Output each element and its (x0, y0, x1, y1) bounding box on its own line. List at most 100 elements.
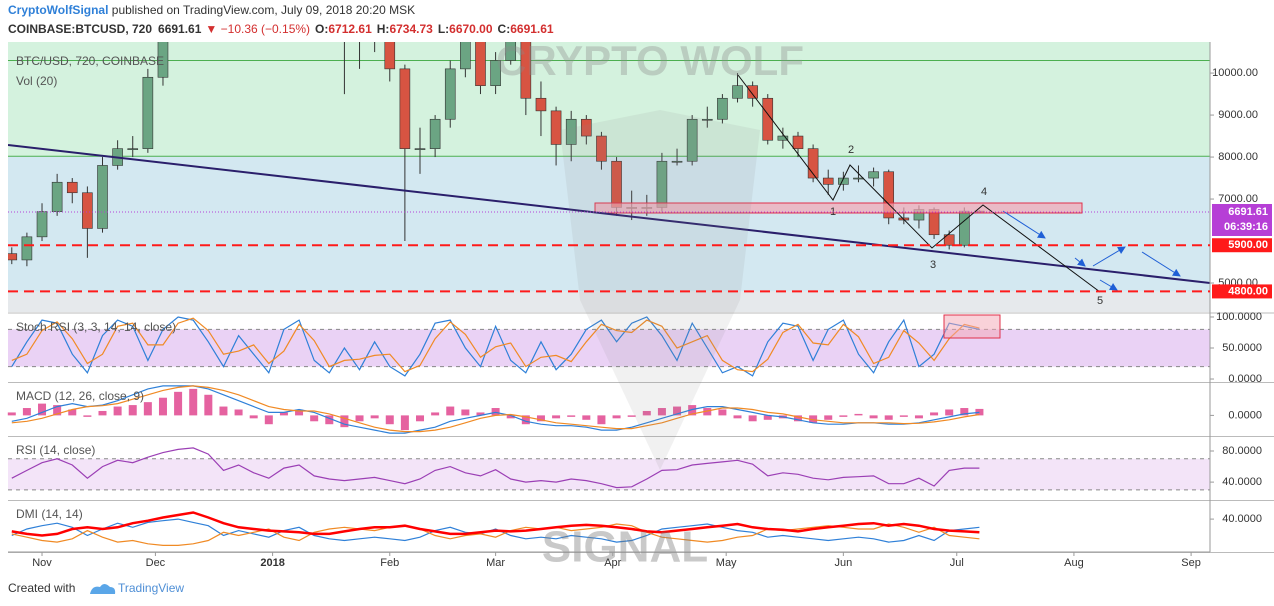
candle-body (959, 210, 970, 246)
wave-label: 3 (930, 259, 936, 271)
histogram-bar (748, 415, 757, 422)
level-label: 4800.00 (1228, 285, 1268, 297)
candle-body (565, 118, 577, 145)
change: ▼ −10.36 (−0.15%) (205, 22, 310, 36)
histogram-bar (476, 412, 485, 416)
candle-body (807, 148, 819, 179)
histogram-bar (884, 415, 893, 420)
histogram-bar (355, 415, 364, 422)
candle-body (384, 42, 396, 70)
level-label-box (1212, 238, 1272, 253)
candle-body (701, 118, 713, 121)
quote-label: C: (498, 22, 511, 36)
histogram-bar (869, 415, 878, 419)
histogram-bar (733, 415, 742, 419)
wave-label: 5 (1097, 295, 1103, 307)
pane-title: RSI (14, close) (16, 443, 95, 457)
histogram-bar (945, 409, 954, 416)
candle-body (51, 181, 63, 212)
histogram-bar (264, 415, 273, 425)
drawings (8, 74, 1210, 293)
candle-body (747, 85, 758, 99)
y-tick-label: 10000.00 (1212, 67, 1258, 79)
candle-body (66, 181, 78, 194)
candle-body (943, 234, 955, 246)
pane-backgrounds (8, 42, 1210, 312)
histogram-bar (98, 410, 107, 416)
quote-value: 6734.73 (389, 22, 433, 36)
histogram-bar (506, 415, 515, 419)
x-tick-label: Feb (380, 557, 399, 569)
histogram-bar (899, 415, 908, 417)
indicator-line (11, 317, 980, 373)
histogram-bar (400, 415, 409, 431)
trendline (8, 144, 1210, 284)
candle-body (414, 148, 426, 150)
quote-label: H: (377, 22, 390, 36)
watermark-logo (560, 110, 760, 470)
quote-label: O: (315, 22, 328, 36)
histogram-bar (83, 415, 92, 417)
histogram-bar (204, 394, 213, 416)
candle-body (686, 118, 698, 162)
histogram-bar (143, 402, 152, 416)
histogram-bar (310, 415, 319, 422)
histogram-bar (627, 415, 636, 417)
y-tick-label: 40.0000 (1222, 513, 1262, 525)
candle-body (429, 118, 441, 149)
candle-body (550, 110, 562, 145)
histogram-bar (340, 415, 349, 428)
y-tick-label: 40.0000 (1222, 476, 1262, 488)
projection-arrow (1141, 251, 1181, 277)
histogram-bar (536, 415, 545, 422)
x-tick-label: Dec (146, 557, 166, 569)
histogram-bar (68, 409, 77, 416)
symbol: COINBASE:BTCUSD, 720 (8, 22, 152, 36)
watermark: CRYPTO WOLF (496, 37, 804, 84)
x-tick-label: May (716, 557, 737, 569)
histogram-bar (189, 388, 198, 416)
histogram-bar (279, 412, 288, 416)
candle-body (142, 76, 154, 149)
histogram-bar (839, 415, 848, 417)
candle-body (883, 171, 895, 219)
footer-brand[interactable]: TradingView (118, 581, 184, 595)
indicator-line (11, 385, 980, 433)
x-tick-label: Aug (1064, 557, 1084, 569)
candle-body (535, 97, 547, 112)
legend-volume: Vol (20) (16, 74, 57, 88)
candle-body (732, 85, 743, 99)
histogram-bar (521, 415, 530, 425)
pane-title: DMI (14, 14) (16, 507, 83, 521)
author[interactable]: CryptoWolfSignal (8, 3, 108, 17)
candle-body (822, 177, 834, 185)
histogram-bar (914, 415, 923, 419)
histogram-bar (854, 413, 863, 416)
candle-body (21, 236, 33, 261)
last-price-label: 6691.61 (1228, 206, 1268, 218)
histogram-bar (703, 408, 712, 416)
header-line: CryptoWolfSignal published on TradingVie… (8, 3, 415, 17)
histogram-bar (763, 415, 772, 420)
histogram-bar (113, 406, 122, 416)
candle-body (399, 68, 411, 149)
histogram-bar (718, 409, 727, 416)
candle-body (671, 160, 683, 163)
wave-label: 2 (848, 144, 854, 156)
band-fill (8, 329, 1210, 367)
x-tick-label: Mar (486, 557, 505, 569)
wave-label: 4 (981, 186, 987, 198)
indicator-line (11, 447, 980, 489)
candle-body (127, 148, 139, 150)
histogram-bar (824, 415, 833, 420)
histogram-bar (234, 409, 243, 416)
histogram-bar (446, 406, 455, 416)
candle-body (157, 42, 169, 78)
pane-title: Stoch RSI (3, 3, 14, 14, close) (16, 320, 176, 334)
candle-body (460, 42, 471, 70)
tradingview-logo (90, 584, 116, 594)
projection-arrow (1074, 257, 1086, 267)
x-tick-label: Nov (32, 557, 52, 569)
projection-arrow (1092, 246, 1126, 267)
zone-gray (8, 291, 1210, 312)
